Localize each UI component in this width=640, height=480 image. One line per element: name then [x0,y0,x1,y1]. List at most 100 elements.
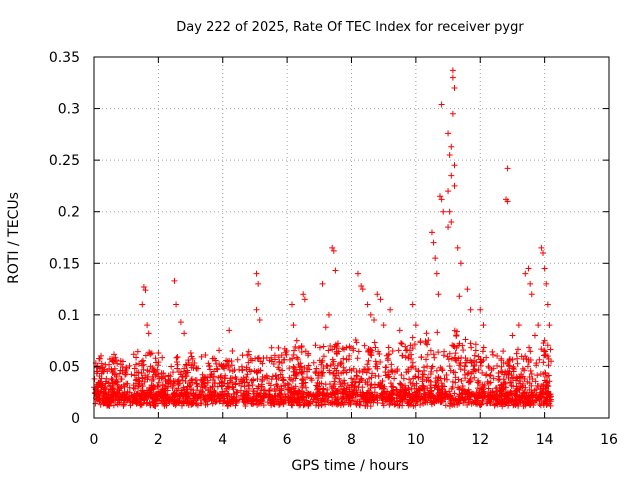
data-point [181,330,188,337]
data-point [237,392,244,399]
data-point [150,369,157,376]
data-point [445,130,452,137]
data-point [455,395,462,402]
data-point [458,377,465,384]
data-point [456,362,463,369]
data-point [229,347,236,354]
data-point [464,401,471,408]
data-point [282,396,289,403]
data-point [134,390,141,397]
data-point [377,296,384,303]
data-point [319,280,326,287]
data-point [110,359,117,366]
data-point [198,353,205,360]
data-point [349,379,356,386]
data-point [360,398,367,405]
data-point [160,370,167,377]
data-point [514,360,521,367]
data-point [226,397,233,404]
data-point [126,399,133,406]
data-point [137,396,144,403]
data-point [328,399,335,406]
data-point [527,280,534,287]
data-point [455,376,462,383]
data-point [366,397,373,404]
data-point [199,389,206,396]
data-point [98,384,105,391]
data-point [363,369,370,376]
data-point [480,322,487,329]
data-point [268,344,275,351]
data-point [444,353,451,360]
x-tick-label: 8 [347,432,356,448]
data-point [233,389,240,396]
data-point [188,376,195,383]
data-point [106,361,113,368]
data-point [478,385,485,392]
data-point [513,350,520,357]
data-point [367,311,374,318]
data-point [458,391,465,398]
data-point [410,375,417,382]
data-point [131,365,138,372]
data-point [353,369,360,376]
data-point [320,353,327,360]
data-point [545,383,552,390]
data-point [336,386,343,393]
y-tick-label: 0.05 [49,359,80,375]
x-tick-label: 16 [600,432,618,448]
data-point [174,353,181,360]
data-point [498,355,505,362]
data-point [257,400,264,407]
data-point [387,306,394,313]
data-point [171,392,178,399]
data-point [505,362,512,369]
data-point [320,343,327,350]
data-point [152,355,159,362]
data-point [513,387,520,394]
data-point [435,349,442,356]
data-point [144,373,151,380]
data-point [294,398,301,405]
data-point [302,348,309,355]
data-point [126,362,133,369]
data-point [214,366,221,373]
data-point [540,249,547,256]
data-point [296,364,303,371]
data-point [245,359,252,366]
data-point [479,398,486,405]
data-point [397,340,404,347]
data-point [133,361,140,368]
data-point [248,400,255,407]
data-point [367,382,374,389]
data-point [422,395,429,402]
data-point [284,386,291,393]
data-point [149,395,156,402]
data-point [290,322,297,329]
data-point [423,330,430,337]
data-point [406,376,413,383]
data-point [320,365,327,372]
data-point [387,398,394,405]
data-point [281,391,288,398]
data-point [359,393,366,400]
data-point [169,384,176,391]
data-point [424,374,431,381]
data-point [451,327,458,334]
data-point [340,364,347,371]
data-point [255,355,262,362]
data-point [424,351,431,358]
data-point [536,356,543,363]
data-point [304,352,311,359]
y-tick-label: 0.25 [49,153,80,169]
data-point [142,287,149,294]
data-point [393,392,400,399]
data-point [219,363,226,370]
data-point [254,355,261,362]
data-point [182,361,189,368]
data-point [349,392,356,399]
y-tick-labels: 0 0.05 0.1 0.15 0.2 0.25 0.3 0.35 [49,50,80,427]
data-point [155,379,162,386]
data-point [343,344,350,351]
data-point [295,345,302,352]
